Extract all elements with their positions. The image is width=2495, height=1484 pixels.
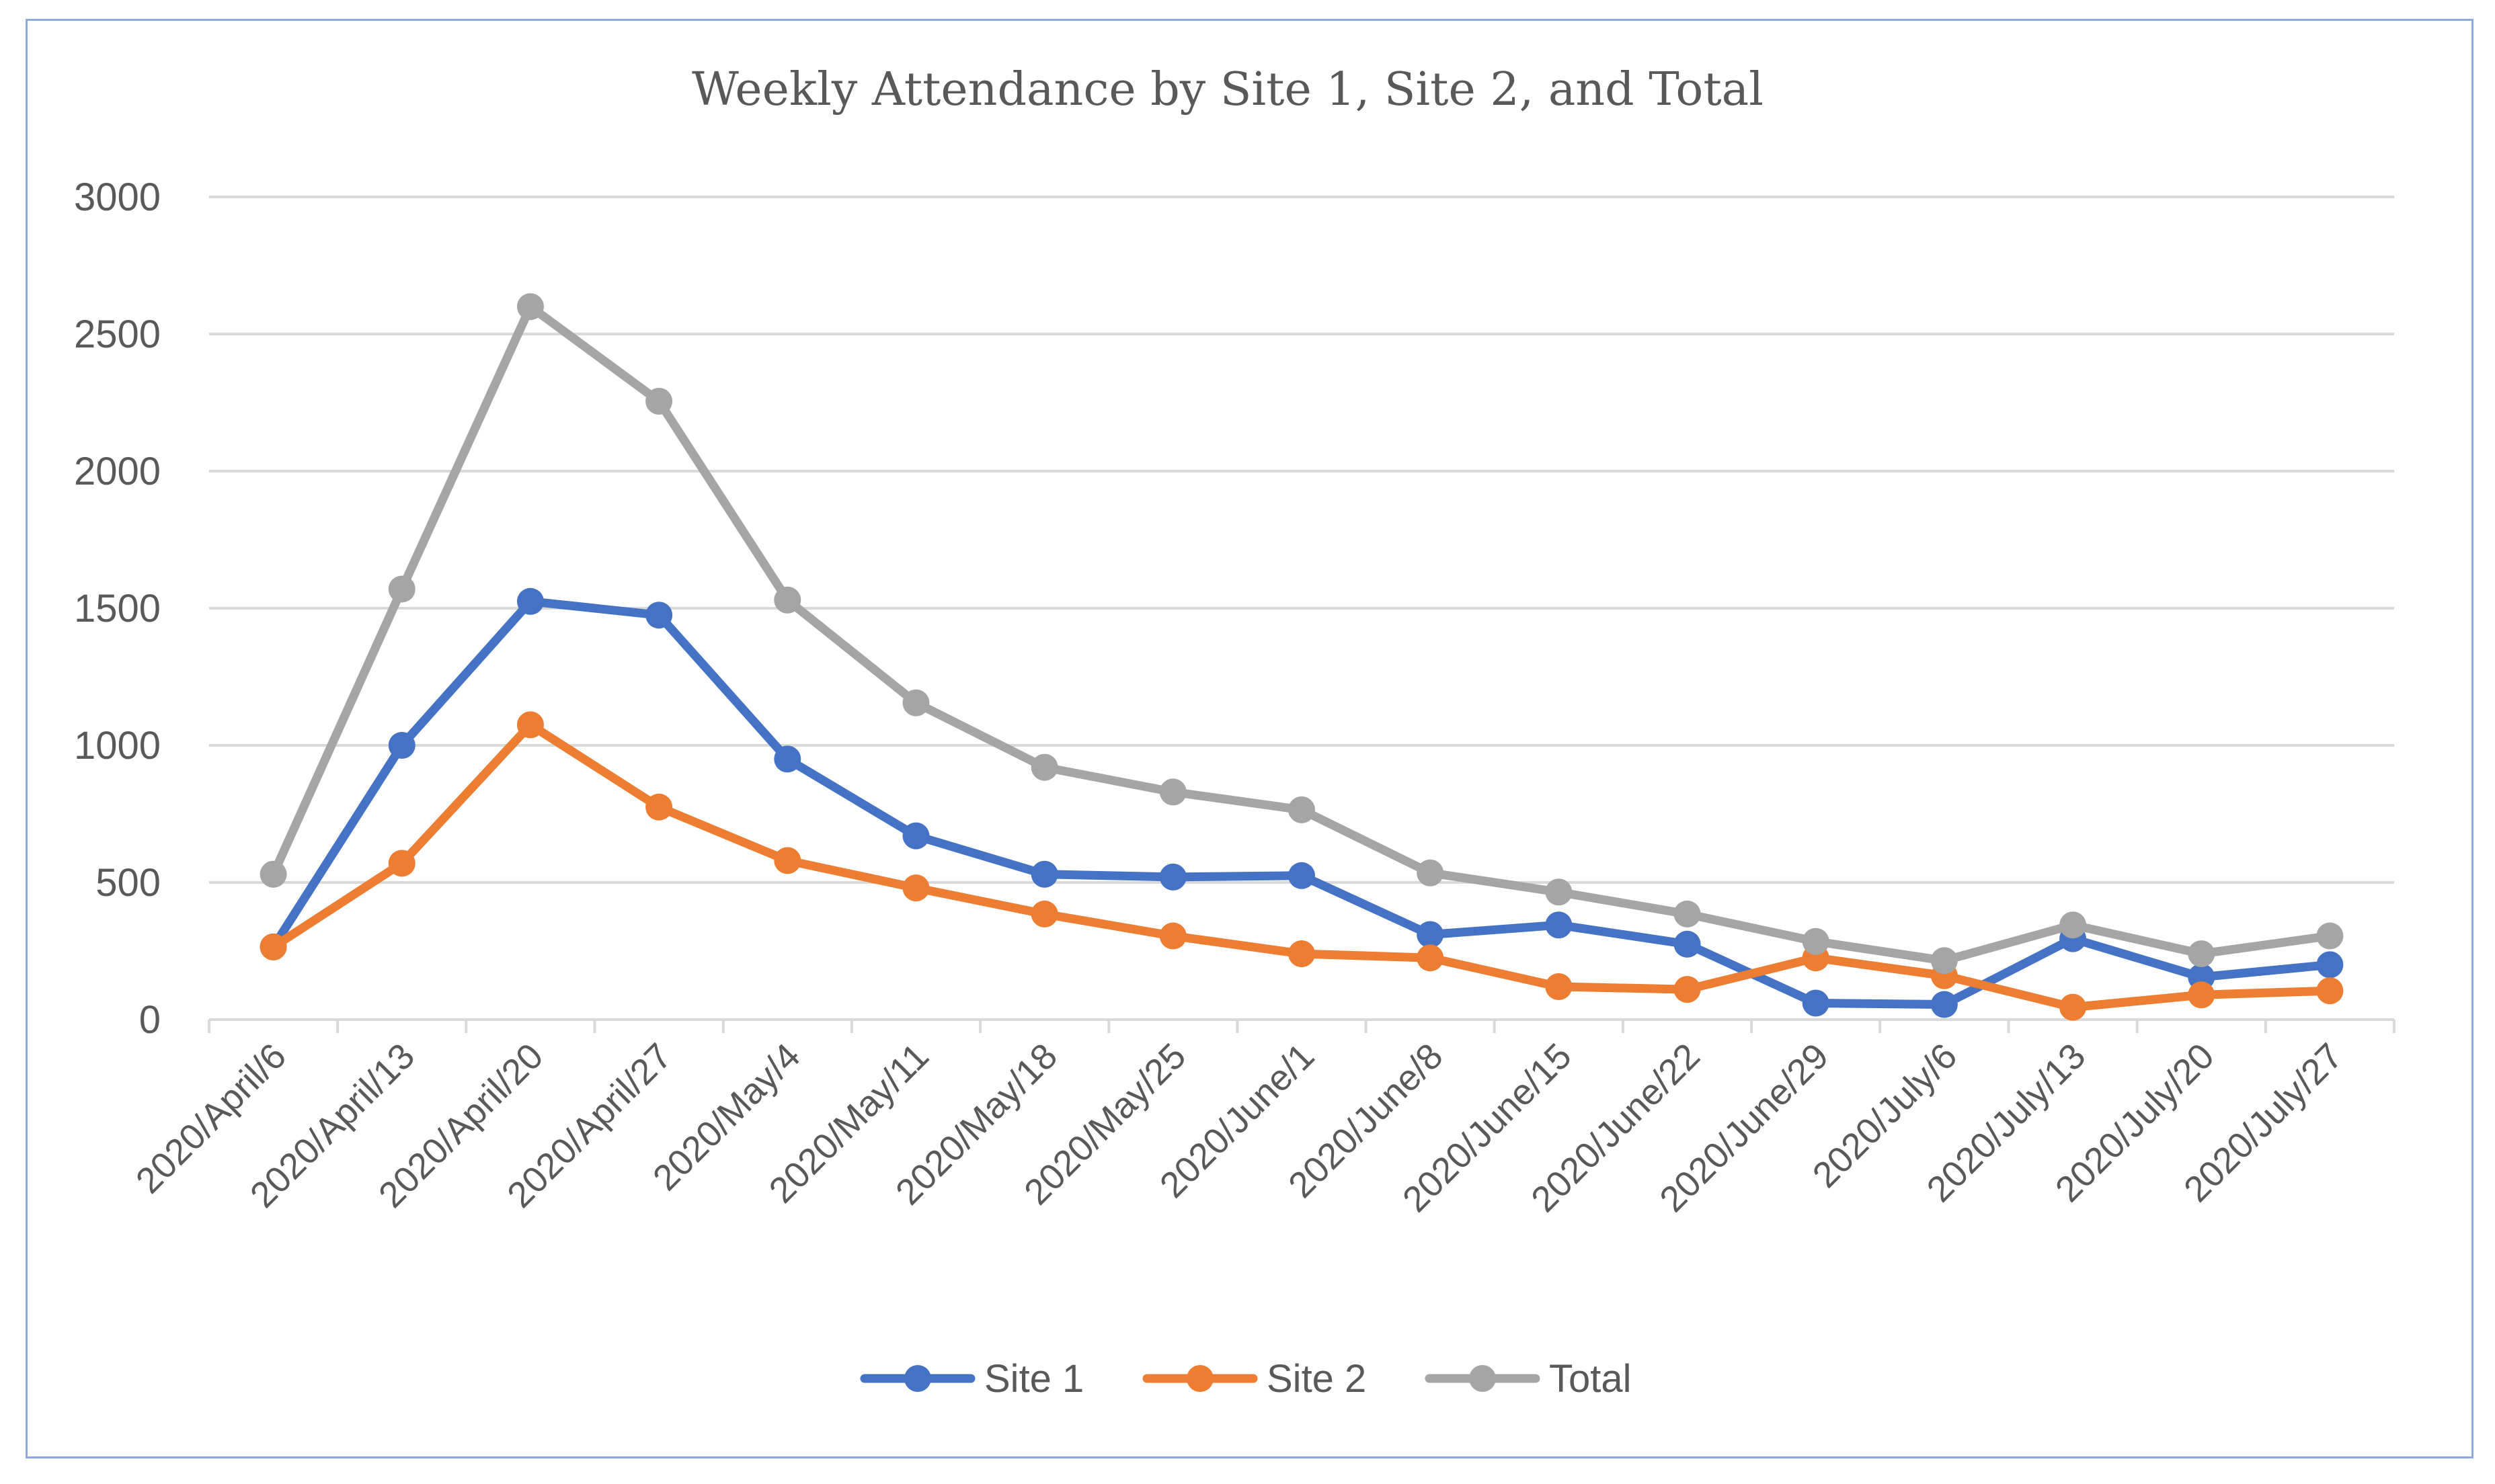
- legend-item: Site 1: [860, 1357, 1084, 1401]
- data-point: [902, 822, 930, 850]
- data-point: [645, 387, 673, 415]
- data-point: [1545, 911, 1573, 939]
- series-lines: [260, 293, 2344, 1021]
- data-point: [1930, 947, 1958, 975]
- data-point: [516, 711, 544, 739]
- data-point: [2188, 940, 2215, 968]
- y-tick-label: 500: [95, 861, 161, 905]
- data-point: [774, 847, 801, 874]
- data-point: [1673, 900, 1701, 928]
- legend-item: Total: [1425, 1357, 1632, 1401]
- y-tick-label: 1500: [74, 587, 161, 630]
- data-point: [1417, 944, 1444, 972]
- data-point: [1802, 928, 1829, 955]
- legend-label: Site 1: [984, 1357, 1084, 1401]
- data-point: [516, 587, 544, 615]
- data-point: [1159, 778, 1187, 806]
- chart-container: Weekly Attendance by Site 1, Site 2, and…: [26, 19, 2473, 1458]
- data-point: [1031, 860, 1058, 888]
- data-point: [902, 874, 930, 902]
- data-point: [645, 793, 673, 821]
- data-point: [2316, 951, 2344, 979]
- legend-label: Total: [1549, 1357, 1632, 1401]
- line-chart: Weekly Attendance by Site 1, Site 2, and…: [74, 63, 2395, 1401]
- legend-swatch-marker: [1187, 1365, 1214, 1392]
- data-point: [645, 602, 673, 629]
- data-point: [1288, 940, 1315, 968]
- series-total: [260, 293, 2344, 975]
- legend-item: Site 2: [1142, 1357, 1366, 1401]
- data-point: [774, 745, 801, 773]
- data-point: [260, 933, 287, 960]
- data-point: [1930, 991, 1958, 1018]
- data-point: [2059, 993, 2087, 1021]
- y-tick-label: 1000: [74, 724, 161, 768]
- data-point: [388, 575, 415, 603]
- data-point: [1673, 976, 1701, 1003]
- data-point: [1288, 862, 1315, 889]
- data-point: [1545, 878, 1573, 906]
- data-point: [2188, 981, 2215, 1009]
- y-tick-label: 0: [139, 998, 161, 1042]
- data-point: [1417, 859, 1444, 887]
- data-point: [1673, 930, 1701, 958]
- chart-title: Weekly Attendance by Site 1, Site 2, and…: [692, 63, 1764, 116]
- y-tick-label: 2000: [74, 450, 161, 493]
- data-point: [388, 732, 415, 759]
- data-point: [1159, 863, 1187, 891]
- legend-label: Site 2: [1267, 1357, 1366, 1401]
- legend-swatch-marker: [904, 1365, 931, 1392]
- data-point: [1288, 796, 1315, 823]
- data-point: [1031, 753, 1058, 781]
- axes: 0500100015002000250030002020/April/62020…: [74, 175, 2395, 1220]
- data-point: [516, 293, 544, 321]
- data-point: [2316, 922, 2344, 950]
- data-point: [388, 850, 415, 877]
- data-point: [1802, 989, 1829, 1017]
- y-tick-label: 2500: [74, 313, 161, 356]
- data-point: [1159, 922, 1187, 950]
- data-point: [2059, 911, 2087, 939]
- y-tick-label: 3000: [74, 175, 161, 219]
- legend-swatch-marker: [1469, 1365, 1496, 1392]
- data-point: [260, 860, 287, 888]
- data-point: [1545, 973, 1573, 1001]
- data-point: [1417, 921, 1444, 948]
- legend: Site 1 Site 2 Total: [860, 1357, 1632, 1401]
- series-site-2: [260, 711, 2344, 1021]
- data-point: [1031, 900, 1058, 928]
- data-point: [2316, 977, 2344, 1005]
- data-point: [774, 586, 801, 614]
- data-point: [902, 689, 930, 716]
